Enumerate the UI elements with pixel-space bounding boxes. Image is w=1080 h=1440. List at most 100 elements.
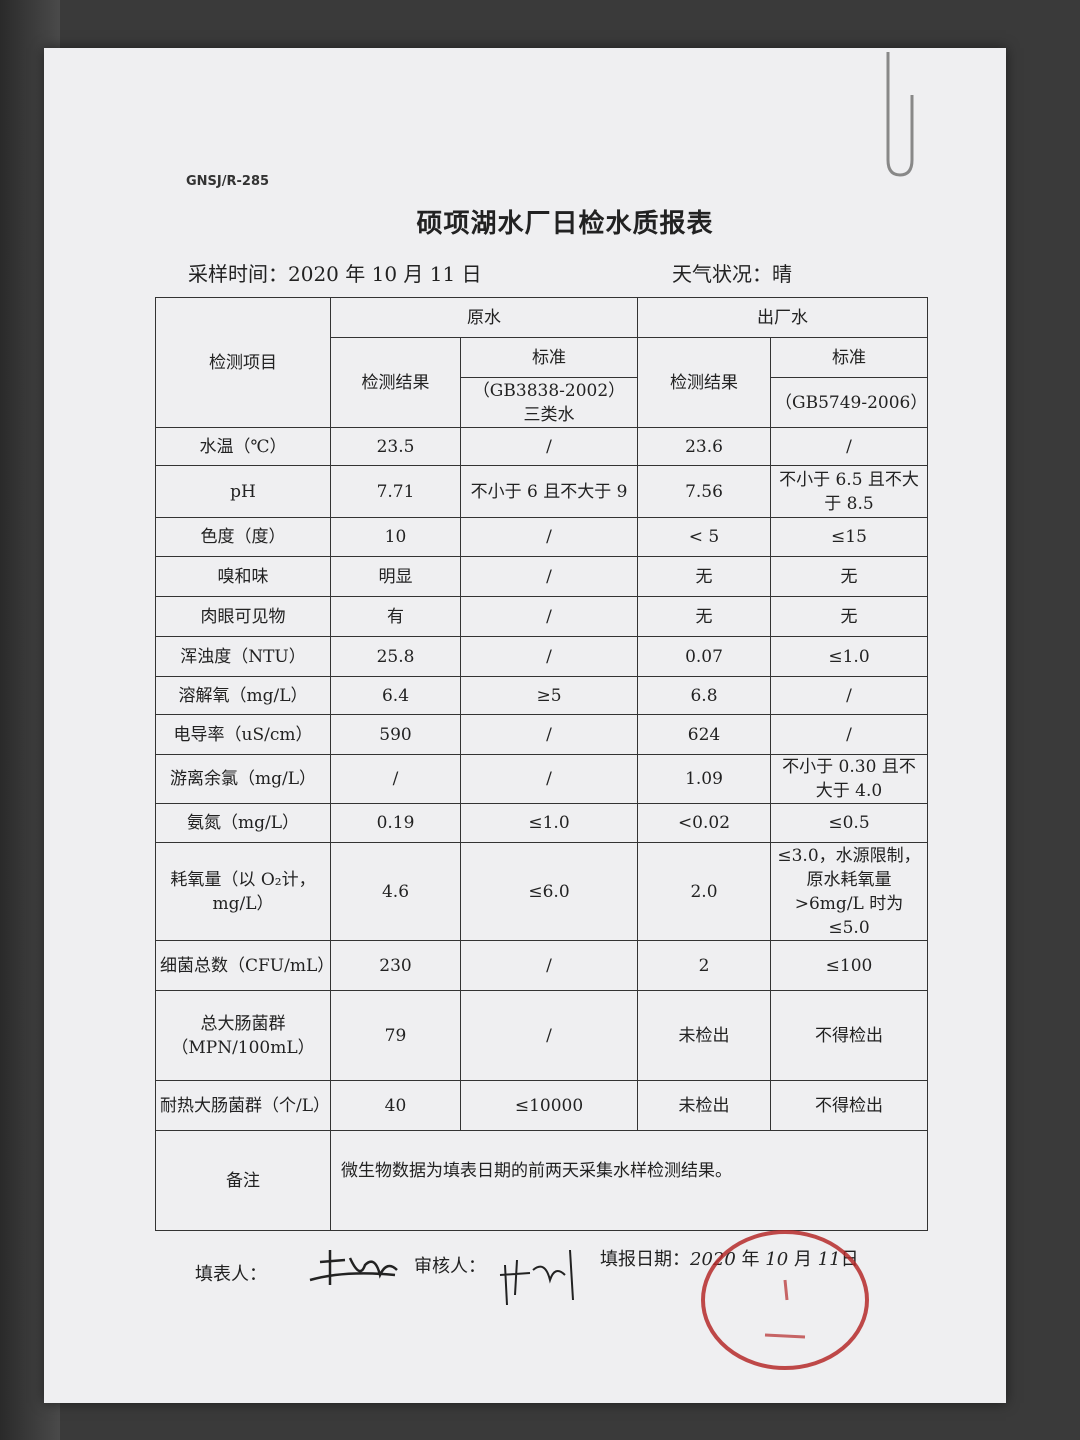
weather-label: 天气状况： <box>672 262 772 286</box>
page-title: 硕项湖水厂日检水质报表 <box>416 209 714 239</box>
date-year-unit: 年 <box>741 1249 760 1270</box>
cell-raw-result: 590 <box>330 714 461 755</box>
header-finished-standard: 标准 <box>770 337 928 378</box>
cell-out-result: 0.07 <box>637 636 771 677</box>
cell-out-result: 无 <box>637 556 771 597</box>
cell-raw-result: 230 <box>330 940 461 991</box>
date-label: 填报日期： <box>600 1249 690 1270</box>
table-row: 溶解氧（mg/L） 6.4 ≥5 6.8/ <box>155 676 928 715</box>
table-row: 总大肠菌群（MPN/100mL） 79/未检出 不得检出 <box>155 990 928 1081</box>
table-row: 水温（℃） 23.5/23.6/ <box>155 427 928 466</box>
reviewer-label: 审核人： <box>414 1256 486 1277</box>
weather: 天气状况：晴 <box>672 258 792 287</box>
cell-out-result: 无 <box>637 596 771 637</box>
header-finished-result: 检测结果 <box>637 337 771 428</box>
cell-raw-result: 明显 <box>330 556 461 597</box>
filler-label: 填表人： <box>195 1264 267 1285</box>
cell-raw-std: / <box>460 754 638 804</box>
header-raw-result: 检测结果 <box>330 337 461 428</box>
paperclip-icon <box>886 52 914 177</box>
cell-out-std: 无 <box>770 596 928 637</box>
cell-out-std: 无 <box>770 556 928 597</box>
cell-raw-std: 不小于 6 且不大于 9 <box>460 465 638 518</box>
cell-item: pH <box>155 465 331 518</box>
cell-raw-std: ≤6.0 <box>460 842 638 941</box>
cell-out-result: <0.02 <box>637 803 771 843</box>
remark-label: 备注 <box>155 1130 331 1231</box>
cell-raw-result: 4.6 <box>330 842 461 941</box>
cell-out-std: ≤15 <box>770 517 928 557</box>
cell-item: 细菌总数（CFU/mL） <box>155 940 334 991</box>
cell-out-std: ≤3.0，水源限制，原水耗氧量>6mg/L 时为≤5.0 <box>770 842 928 941</box>
filler-signature <box>309 1250 398 1285</box>
cell-raw-std: ≥5 <box>460 676 638 715</box>
cell-raw-result: 有 <box>330 596 461 637</box>
cell-raw-result: 6.4 <box>330 676 461 715</box>
cell-out-result: 2.0 <box>637 842 771 941</box>
cell-item: 嗅和味 <box>155 556 331 597</box>
header-item: 检测项目 <box>155 297 331 428</box>
date-month: 10 <box>765 1249 789 1270</box>
document-code: GNSJ/R-285 <box>186 174 270 189</box>
remark-text: 微生物数据为填表日期的前两天采集水样检测结果。 <box>330 1130 928 1231</box>
cell-raw-std: / <box>460 556 638 597</box>
raw-standard-code: （GB3838-2002） <box>472 380 626 401</box>
cell-item: 耐热大肠菌群（个/L） <box>155 1080 331 1131</box>
water-quality-table: 检测项目 原水 出厂水 检测结果 标准 检测结果 标准 （GB3838-2002… <box>155 297 928 1231</box>
cell-item: 肉眼可见物 <box>155 596 331 637</box>
cell-out-std: / <box>770 714 928 755</box>
header-finished-water: 出厂水 <box>637 297 928 338</box>
cell-raw-std: / <box>460 636 638 677</box>
cell-item: 耗氧量（以 O₂计，mg/L） <box>155 842 331 941</box>
date-day: 11 <box>817 1249 841 1270</box>
cell-raw-result: 23.5 <box>330 427 461 466</box>
table-row: 色度（度） 10/< 5 ≤15 <box>155 517 928 557</box>
header-raw-standard: 标准 <box>460 337 638 378</box>
table-row: 细菌总数（CFU/mL） 230/2 ≤100 <box>155 940 928 991</box>
cell-item: 浑浊度（NTU） <box>155 636 331 677</box>
cell-raw-std: / <box>460 596 638 637</box>
table-row: 氨氮（mg/L） 0.19 ≤1.0 <0.02 ≤0.5 <box>155 803 928 843</box>
cell-raw-std: / <box>460 517 638 557</box>
cell-out-result: < 5 <box>637 517 771 557</box>
cell-raw-std: / <box>460 714 638 755</box>
cell-raw-result: / <box>330 754 461 804</box>
sample-time: 采样时间：2020 年 10 月 11 日 <box>188 258 482 287</box>
cell-item: 溶解氧（mg/L） <box>155 676 331 715</box>
cell-out-std: ≤1.0 <box>770 636 928 677</box>
cell-item: 电导率（uS/cm） <box>155 714 331 755</box>
table-row: 肉眼可见物有 / 无无 <box>155 596 928 637</box>
cell-out-result: 6.8 <box>637 676 771 715</box>
sample-time-value: 2020 年 10 月 11 日 <box>288 262 482 286</box>
table-row: 游离余氯（mg/L） //1.09 不小于 0.30 且不大于 4.0 <box>155 754 928 804</box>
cell-out-result: 未检出 <box>637 990 771 1081</box>
date-month-unit: 月 <box>793 1249 812 1270</box>
table-row: 嗅和味 明显 / 无无 <box>155 556 928 597</box>
cell-out-result: 1.09 <box>637 754 771 804</box>
cell-out-result: 624 <box>637 714 771 755</box>
header-raw-water: 原水 <box>330 297 638 338</box>
cell-item: 总大肠菌群（MPN/100mL） <box>155 990 331 1081</box>
cell-raw-result: 40 <box>330 1080 461 1131</box>
cell-raw-std: / <box>460 990 638 1081</box>
cell-out-result: 2 <box>637 940 771 991</box>
cell-out-std: / <box>770 427 928 466</box>
cell-out-result: 7.56 <box>637 465 771 518</box>
cell-item: 游离余氯（mg/L） <box>155 754 331 804</box>
cell-item: 水温（℃） <box>155 427 331 466</box>
cell-out-std: ≤0.5 <box>770 803 928 843</box>
cell-out-std: 不小于 6.5 且不大于 8.5 <box>770 465 928 518</box>
cell-item: 色度（度） <box>155 517 331 557</box>
cell-raw-result: 10 <box>330 517 461 557</box>
cell-raw-std: / <box>460 940 638 991</box>
finished-standard-ref: （GB5749-2006） <box>770 377 928 428</box>
raw-standard-ref: （GB3838-2002） 三类水 <box>460 377 638 428</box>
cell-raw-std: / <box>460 427 638 466</box>
cell-out-result: 未检出 <box>637 1080 771 1131</box>
cell-raw-std: ≤1.0 <box>460 803 638 843</box>
table-row: 耐热大肠菌群（个/L） 40 ≤10000 未检出 不得检出 <box>155 1080 928 1131</box>
raw-standard-class: 三类水 <box>523 404 575 425</box>
sample-time-label: 采样时间： <box>188 262 288 286</box>
remark-row: 备注 微生物数据为填表日期的前两天采集水样检测结果。 <box>155 1130 928 1231</box>
cell-raw-std: ≤10000 <box>460 1080 638 1131</box>
